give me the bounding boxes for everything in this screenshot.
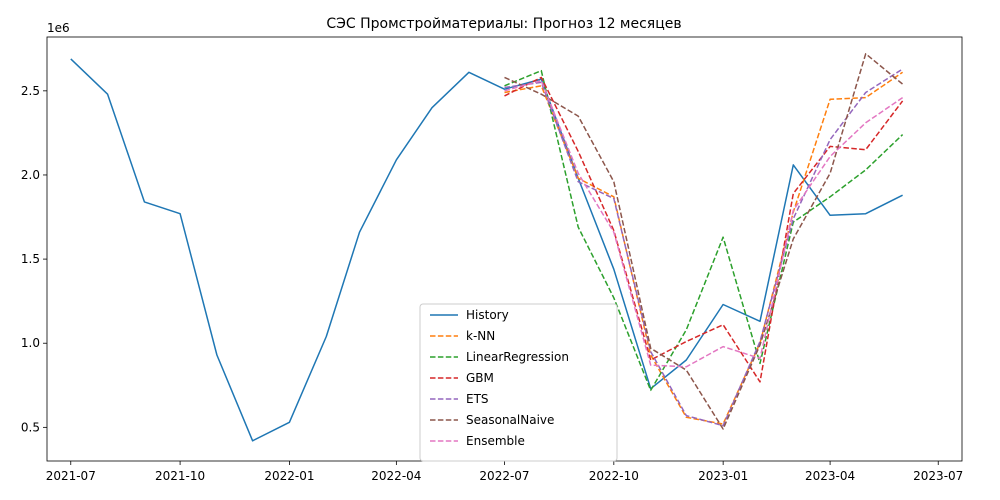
chart-title: СЭС Промстройматериалы: Прогноз 12 месяц… [326, 16, 681, 32]
x-tick-label: 2021-07 [46, 469, 96, 483]
x-tick-label: 2023-01 [698, 469, 748, 483]
y-axis: 0.5 1.0 1.5 2.0 2.5 [21, 84, 47, 434]
series-line-history [70, 58, 903, 442]
x-tick-label: 2023-07 [913, 469, 963, 483]
legend-label: LinearRegression [466, 350, 569, 364]
x-tick-label: 2022-01 [264, 469, 314, 483]
legend-label: GBM [466, 371, 494, 385]
legend-label: Ensemble [466, 434, 525, 448]
series-line-linearregression [504, 69, 904, 392]
x-tick-label: 2022-07 [479, 469, 529, 483]
legend-label: k-NN [466, 329, 495, 343]
y-tick-label: 1.0 [21, 336, 40, 350]
y-tick-label: 2.0 [21, 168, 40, 182]
legend-label: ETS [466, 392, 489, 406]
x-axis: 2021-07 2021-10 2022-01 2022-04 2022-07 2022-… [46, 461, 963, 483]
y-tick-label: 0.5 [21, 420, 40, 434]
y-tick-label: 1.5 [21, 252, 40, 266]
series-line-gbm [504, 76, 904, 383]
x-tick-label: 2022-10 [589, 469, 639, 483]
legend-box [419, 303, 618, 462]
x-tick-label: 2021-10 [155, 469, 205, 483]
x-tick-label: 2022-04 [371, 469, 421, 483]
legend-label: SeasonalNaive [466, 413, 554, 427]
series-line-seasonalnaive [504, 53, 904, 430]
x-tick-label: 2023-04 [805, 469, 855, 483]
y-tick-label: 2.5 [21, 84, 40, 98]
legend: History k-NN LinearRegression GBM ETS Seasona… [419, 303, 618, 462]
series-line-ets [504, 68, 904, 427]
series-layer [70, 53, 904, 442]
legend-label: History [466, 308, 509, 322]
series-line-ensemble [504, 79, 904, 368]
y-offset-label: 1e6 [47, 21, 70, 35]
series-line-k-nn [504, 71, 904, 425]
